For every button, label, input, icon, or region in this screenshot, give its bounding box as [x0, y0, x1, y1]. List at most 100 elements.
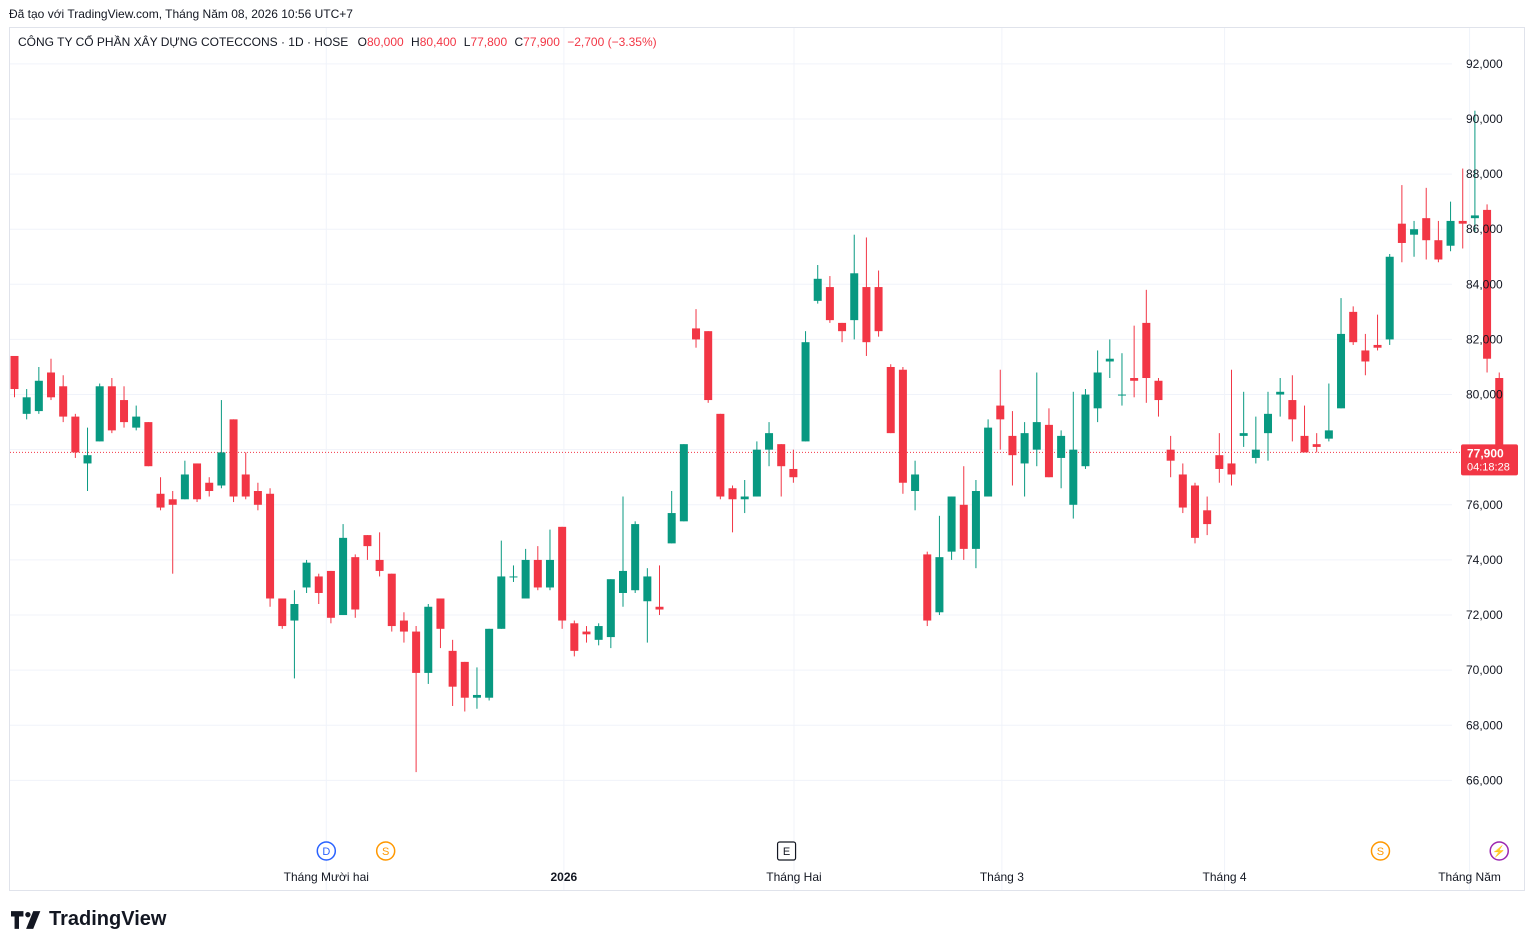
candle-body: [558, 526, 567, 621]
y-tick-label: 74,000: [1466, 553, 1503, 567]
candle-down: [1044, 408, 1053, 478]
candle-body: [1410, 229, 1419, 235]
candle-down: [1288, 375, 1297, 442]
candle-body: [363, 535, 372, 547]
candle-up: [1276, 378, 1285, 417]
x-tick-label: Tháng 4: [1203, 870, 1247, 884]
candle-down: [10, 355, 19, 398]
candle-body: [424, 606, 433, 673]
candle-up: [1410, 220, 1419, 257]
candle-down: [996, 369, 1005, 450]
candle-down: [1154, 378, 1163, 417]
candle-down: [1361, 333, 1370, 376]
countdown-timer: 04:18:28: [1467, 461, 1510, 473]
candle-up: [752, 441, 761, 497]
event-badge: [776, 841, 797, 861]
candle-body: [1020, 433, 1029, 464]
candle-body: [777, 444, 786, 467]
symbol-title: CÔNG TY CỔ PHẦN XÂY DỰNG COTECCONS · 1D …: [18, 35, 349, 49]
candle-down: [71, 413, 80, 458]
event-split-icon[interactable]: S: [375, 841, 396, 861]
x-tick-label: Tháng 3: [980, 870, 1024, 884]
candle-up: [1020, 422, 1029, 497]
candle-body: [619, 570, 627, 593]
candle-down: [923, 551, 932, 627]
y-tick-label: 80,000: [1466, 388, 1503, 402]
event-badge: [375, 841, 396, 861]
candle-body: [838, 322, 847, 332]
candle-body: [1422, 218, 1431, 241]
candle-up: [1251, 416, 1260, 464]
candle-body: [1312, 444, 1321, 447]
y-tick-label: 88,000: [1466, 167, 1503, 181]
event-badge: [316, 841, 337, 861]
candle-body: [1057, 435, 1066, 458]
event-dividend-icon[interactable]: D: [316, 841, 337, 861]
candle-body: [1142, 322, 1151, 379]
event-other-icon[interactable]: ⚡: [1489, 841, 1509, 861]
tradingview-logo[interactable]: TradingView: [11, 908, 166, 931]
candle-up: [339, 524, 348, 616]
candle-body: [1446, 220, 1455, 246]
event-markers: D S E S ⚡: [316, 841, 1509, 861]
tradingview-logo-icon: [11, 910, 41, 929]
candle-down: [120, 386, 129, 428]
candle-body: [631, 524, 640, 591]
event-split-icon[interactable]: S: [1370, 841, 1391, 861]
event-badge: [1489, 841, 1509, 861]
candle-body: [290, 604, 299, 621]
candle-down: [436, 598, 445, 649]
candle-body: [1130, 378, 1139, 381]
candle-body: [253, 491, 262, 505]
high-value: 80,400: [419, 35, 457, 49]
candle-up: [132, 405, 141, 431]
candle-down: [825, 276, 834, 323]
candle-up: [1081, 389, 1090, 469]
candle-up: [1385, 253, 1394, 345]
candle-body: [1008, 435, 1017, 456]
event-label: S: [382, 846, 389, 858]
candle-body: [667, 513, 676, 544]
candle-down: [1349, 306, 1358, 345]
candle-up: [1117, 353, 1126, 406]
candle-down: [959, 466, 968, 560]
candle-down: [1190, 482, 1199, 544]
candle-up: [180, 460, 189, 500]
candle-up: [935, 515, 944, 616]
candle-down: [47, 358, 56, 401]
candle-down: [1300, 405, 1309, 453]
event-earnings-icon[interactable]: E: [776, 841, 797, 861]
candle-up: [424, 604, 433, 684]
candle-body: [34, 380, 43, 412]
candle-body: [1264, 413, 1273, 434]
candle-body: [874, 287, 883, 332]
candle-body: [1397, 223, 1406, 243]
candle-up: [95, 383, 104, 442]
candle-down: [460, 661, 469, 712]
candle-body: [545, 559, 554, 588]
candle-body: [241, 474, 250, 497]
event-label: E: [783, 846, 790, 858]
event-label: D: [322, 846, 330, 858]
candle-down: [229, 419, 238, 503]
candle-body: [314, 576, 323, 593]
candles: [10, 110, 1504, 773]
candle-down: [1215, 433, 1224, 483]
candle-up: [1337, 298, 1346, 409]
candle-body: [521, 559, 530, 599]
candle-body: [472, 694, 481, 698]
candle-body: [1227, 463, 1236, 475]
candle-body: [1093, 372, 1102, 409]
candle-body: [59, 386, 68, 417]
candle-body: [1032, 422, 1041, 450]
candle-body: [71, 416, 80, 453]
candle-body: [570, 623, 579, 651]
candle-up: [740, 479, 749, 514]
candle-body: [1288, 400, 1297, 420]
brand-name: TradingView: [49, 908, 167, 930]
candle-down: [692, 309, 701, 348]
candle-body: [801, 342, 810, 442]
candle-down: [838, 322, 847, 343]
chart-pane[interactable]: [9, 27, 1525, 891]
